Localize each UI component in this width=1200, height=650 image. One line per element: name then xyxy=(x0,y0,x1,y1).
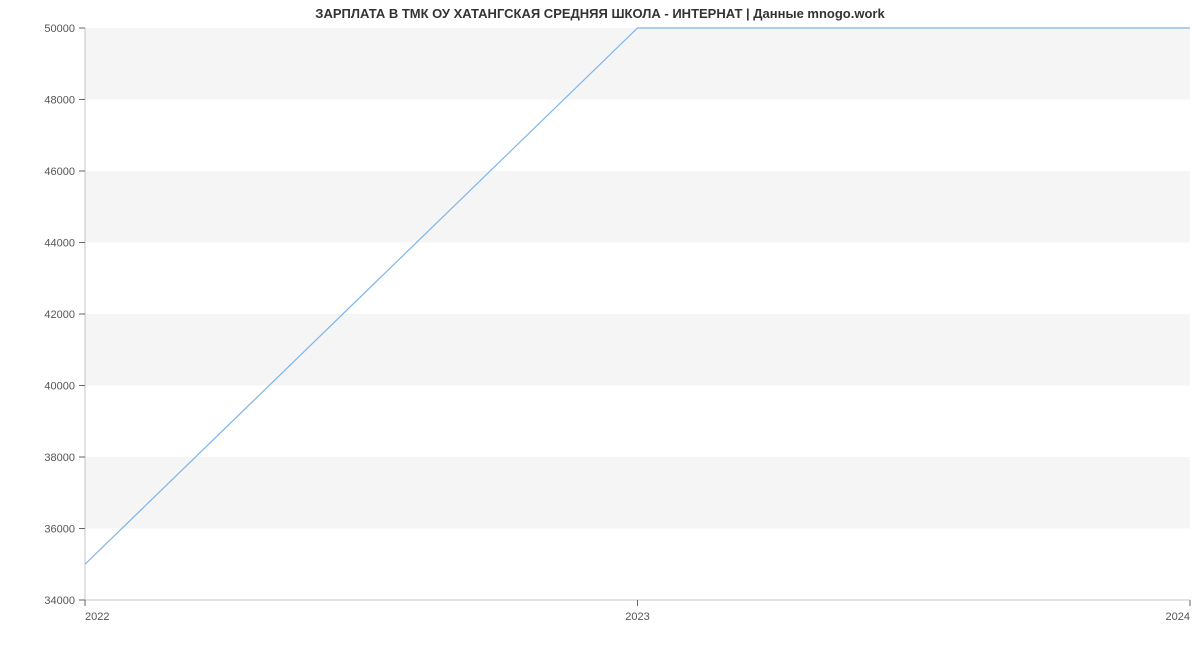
y-tick-label: 44000 xyxy=(44,238,75,250)
y-tick-label: 38000 xyxy=(44,452,75,464)
y-tick-label: 46000 xyxy=(44,166,75,178)
salary-line-chart: ЗАРПЛАТА В ТМК ОУ ХАТАНГСКАЯ СРЕДНЯЯ ШКО… xyxy=(0,0,1200,650)
y-tick-label: 34000 xyxy=(44,595,75,607)
x-tick-label: 2024 xyxy=(1166,611,1190,623)
y-tick-label: 36000 xyxy=(44,524,75,536)
grid-band xyxy=(85,314,1190,386)
x-tick-label: 2023 xyxy=(625,611,649,623)
x-tick-label: 2022 xyxy=(85,611,109,623)
y-tick-label: 50000 xyxy=(44,23,75,35)
y-tick-label: 40000 xyxy=(44,381,75,393)
grid-band xyxy=(85,457,1190,529)
y-tick-label: 42000 xyxy=(44,309,75,321)
y-tick-label: 48000 xyxy=(44,95,75,107)
grid-band xyxy=(85,171,1190,243)
grid-band xyxy=(85,28,1190,100)
chart-svg: 34000 36000 38000 40000 42000 44000 46000 48000… xyxy=(0,0,1200,650)
